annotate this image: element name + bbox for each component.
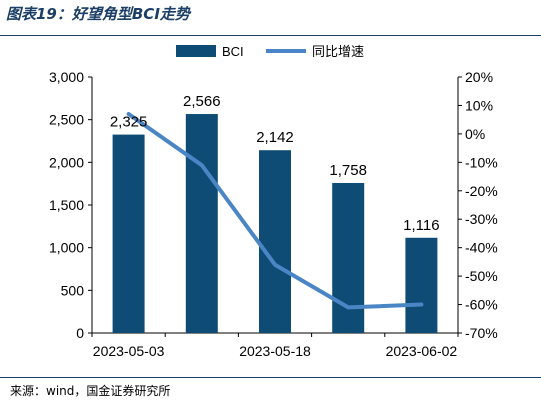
line-yoy-point bbox=[346, 305, 350, 309]
legend-swatch-bci bbox=[176, 45, 216, 57]
bci-chart: BCI 同比增速 0 500 1,000 1,500 2,000 2,500 3,000 -7… bbox=[49, 44, 498, 359]
y-right-tick-label: -30% bbox=[465, 211, 498, 227]
x-tick-label: 2023-05-18 bbox=[239, 343, 311, 359]
source-note: 来源：wind，国金证券研究所 bbox=[10, 384, 171, 398]
legend-label-bci: BCI bbox=[222, 44, 244, 59]
chart-title: 图表19：好望角型BCI走势 bbox=[6, 5, 190, 23]
y-right-tick-label: -20% bbox=[465, 183, 498, 199]
y-left-tick-label: 1,500 bbox=[49, 197, 84, 213]
bar-bci bbox=[405, 237, 438, 333]
footer-divider bbox=[0, 377, 541, 378]
line-yoy-point bbox=[419, 303, 423, 307]
y-right-tick-label: 20% bbox=[465, 69, 493, 85]
y-right-tick-label: 0% bbox=[465, 126, 485, 142]
legend: BCI 同比增速 bbox=[176, 44, 364, 59]
legend-label-yoy: 同比增速 bbox=[312, 44, 364, 59]
y-right-tick-label: -10% bbox=[465, 154, 498, 170]
bar-bci bbox=[332, 182, 365, 333]
y-left-tick-label: 2,500 bbox=[49, 112, 84, 128]
y-right-tick-label: -60% bbox=[465, 297, 498, 313]
y-left-tick-label: 3,000 bbox=[49, 69, 84, 85]
y-right-tick-label: -70% bbox=[465, 325, 498, 341]
y-right-tick-label: -50% bbox=[465, 268, 498, 284]
x-tick-label: 2023-05-03 bbox=[93, 343, 165, 359]
bar-bci bbox=[185, 114, 218, 333]
bar-data-label: 1,116 bbox=[403, 217, 439, 234]
bar-data-label: 1,758 bbox=[329, 162, 367, 179]
y-left-tick-label: 0 bbox=[76, 325, 84, 341]
y-left-tick-label: 2,000 bbox=[49, 154, 84, 170]
y-left-tick-label: 1,000 bbox=[49, 240, 84, 256]
y-left-tick-label: 500 bbox=[61, 282, 85, 298]
y-right-tick-label: -40% bbox=[465, 240, 498, 256]
bar-data-label: 2,325 bbox=[110, 114, 148, 131]
line-yoy-point bbox=[127, 112, 131, 116]
x-tick-label: 2023-06-02 bbox=[386, 343, 458, 359]
y-right-tick-label: 10% bbox=[465, 97, 493, 113]
title-divider bbox=[0, 35, 541, 36]
line-yoy-point bbox=[273, 263, 277, 267]
bar-data-label: 2,566 bbox=[183, 93, 221, 110]
line-yoy-point bbox=[200, 163, 204, 167]
bar-bci bbox=[259, 150, 291, 333]
bar-bci bbox=[112, 134, 145, 333]
bar-data-label: 2,142 bbox=[256, 129, 294, 146]
